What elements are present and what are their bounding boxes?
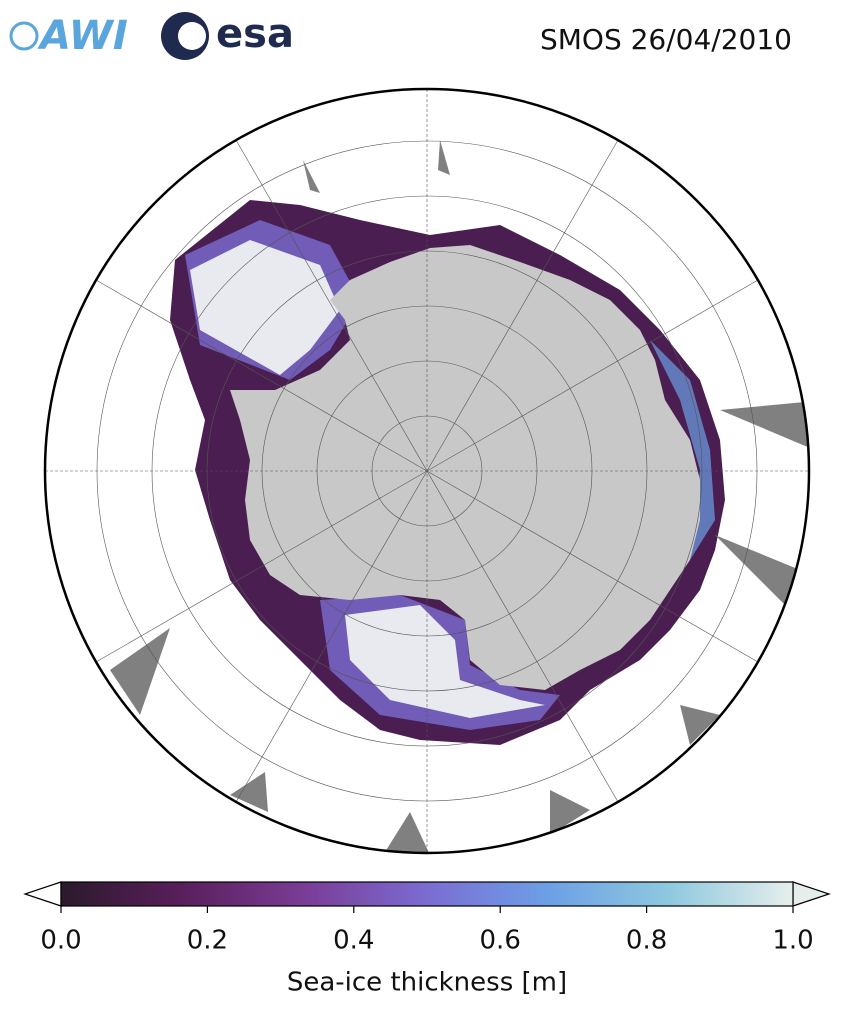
colorbar-tick-label: 1.0 <box>772 926 813 956</box>
colorbar <box>23 881 831 907</box>
esa-logo-text: esa <box>216 11 294 57</box>
map-border <box>43 87 811 855</box>
colorbar-extend-low <box>23 881 62 907</box>
colorbar-label: Sea-ice thickness [m] <box>287 968 567 998</box>
title: SMOS 26/04/2010 <box>540 23 792 56</box>
awi-logo: AWI <box>9 13 128 59</box>
colorbar-extend-high <box>792 881 831 907</box>
map <box>45 89 809 853</box>
land-fragments <box>110 140 809 853</box>
graticule <box>45 89 809 853</box>
esa-logo: esa <box>161 11 294 60</box>
colorbar-tick-label: 0.4 <box>333 926 374 956</box>
awi-logo-text: AWI <box>37 13 128 59</box>
antarctica <box>230 245 700 690</box>
colorbar-bar <box>60 881 794 907</box>
colorbar-tick-label: 0.0 <box>40 926 81 956</box>
colorbar-tick-label: 0.8 <box>626 926 667 956</box>
colorbar-tick-label: 0.6 <box>480 926 521 956</box>
colorbar-tick-label: 0.2 <box>187 926 228 956</box>
